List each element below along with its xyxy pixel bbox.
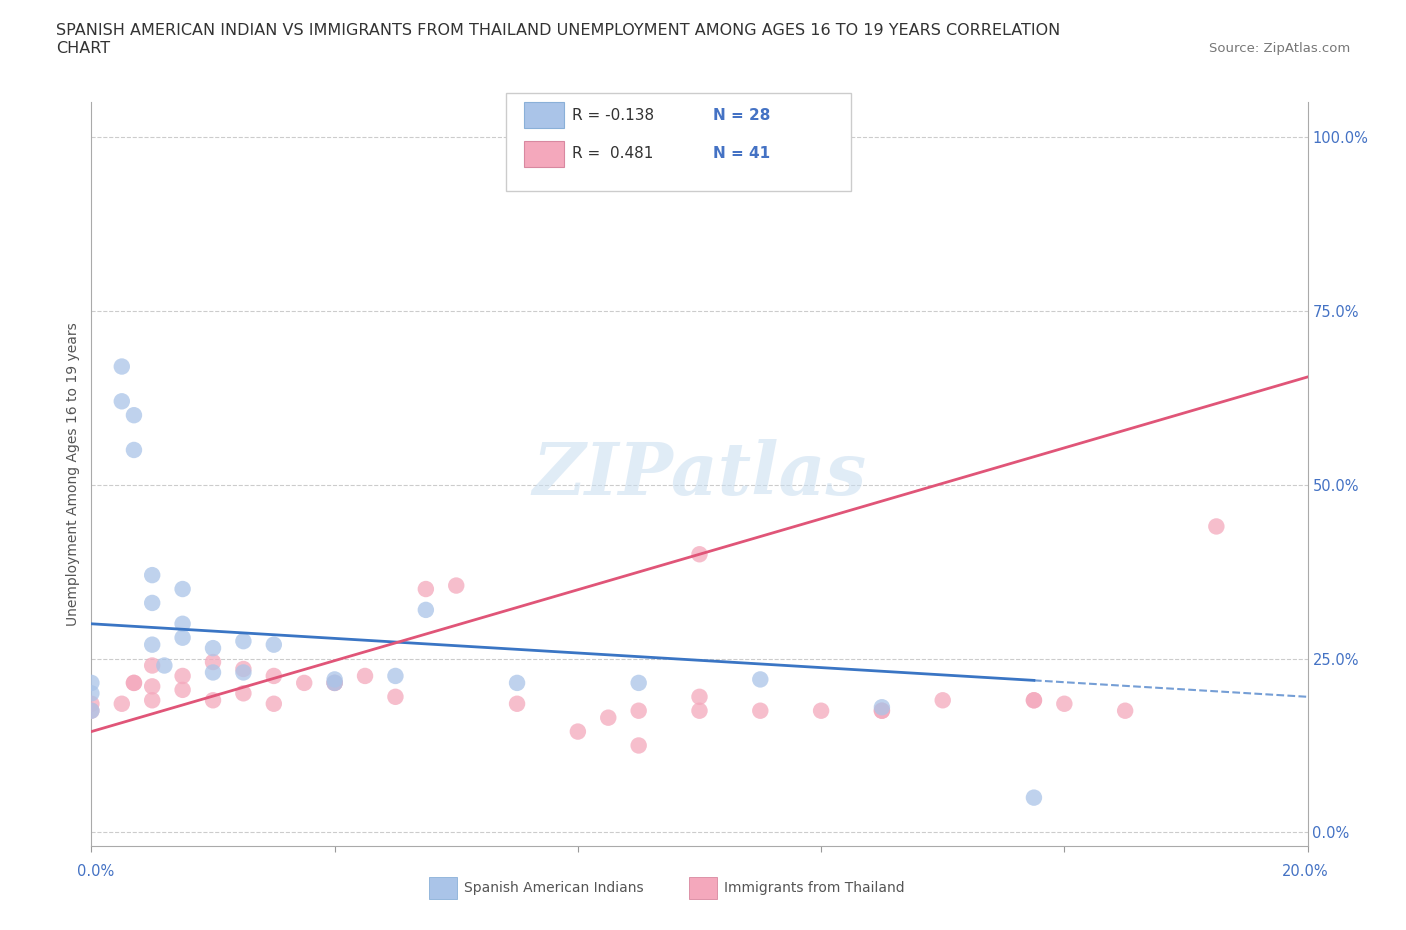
Point xyxy=(232,633,254,648)
Point xyxy=(688,703,710,718)
Point xyxy=(1022,790,1045,805)
Point xyxy=(688,689,710,704)
Point xyxy=(202,693,225,708)
Point xyxy=(627,675,650,690)
Text: 20.0%: 20.0% xyxy=(1281,864,1329,879)
Point xyxy=(384,689,406,704)
Point xyxy=(80,697,103,711)
Point xyxy=(172,669,194,684)
Point xyxy=(141,679,163,694)
Point xyxy=(232,665,254,680)
Point xyxy=(80,703,103,718)
Point xyxy=(141,658,163,673)
Point xyxy=(1022,693,1045,708)
Point xyxy=(122,407,145,422)
Point xyxy=(232,686,254,701)
Point xyxy=(292,675,315,690)
Point xyxy=(1022,693,1045,708)
Text: R = -0.138: R = -0.138 xyxy=(572,108,654,123)
Point xyxy=(1114,703,1136,718)
Point xyxy=(122,675,145,690)
Text: ZIPatlas: ZIPatlas xyxy=(533,439,866,510)
Point xyxy=(627,703,650,718)
Point xyxy=(384,669,406,684)
Point xyxy=(323,675,346,690)
Point xyxy=(627,738,650,753)
Point xyxy=(263,669,285,684)
Point xyxy=(1053,697,1076,711)
Point xyxy=(323,672,346,687)
Point xyxy=(141,567,163,582)
Text: Immigrants from Thailand: Immigrants from Thailand xyxy=(724,881,904,896)
Point xyxy=(202,665,225,680)
Point xyxy=(415,581,437,596)
Text: Spanish American Indians: Spanish American Indians xyxy=(464,881,644,896)
Y-axis label: Unemployment Among Ages 16 to 19 years: Unemployment Among Ages 16 to 19 years xyxy=(66,323,80,626)
Point xyxy=(232,661,254,676)
Point xyxy=(506,675,529,690)
Point xyxy=(870,703,893,718)
Point xyxy=(141,595,163,610)
Point xyxy=(141,693,163,708)
Point xyxy=(111,393,134,408)
Point xyxy=(870,699,893,714)
Point xyxy=(749,703,772,718)
Text: SPANISH AMERICAN INDIAN VS IMMIGRANTS FROM THAILAND UNEMPLOYMENT AMONG AGES 16 T: SPANISH AMERICAN INDIAN VS IMMIGRANTS FR… xyxy=(56,23,1060,56)
Point xyxy=(122,675,145,690)
Point xyxy=(80,686,103,701)
Point xyxy=(80,703,103,718)
Point xyxy=(415,603,437,618)
Point xyxy=(202,641,225,656)
Point xyxy=(444,578,467,593)
Text: Source: ZipAtlas.com: Source: ZipAtlas.com xyxy=(1209,42,1350,55)
Point xyxy=(567,724,589,739)
Point xyxy=(323,675,346,690)
Point xyxy=(122,443,145,458)
Text: 0.0%: 0.0% xyxy=(77,864,114,879)
Point xyxy=(1205,519,1227,534)
Point xyxy=(263,637,285,652)
Point xyxy=(506,697,529,711)
Point xyxy=(598,711,620,725)
Point xyxy=(111,359,134,374)
Point xyxy=(172,683,194,698)
Point xyxy=(810,703,832,718)
Point xyxy=(202,655,225,670)
Point xyxy=(323,675,346,690)
Point xyxy=(870,703,893,718)
Point xyxy=(354,669,377,684)
Point xyxy=(172,617,194,631)
Point xyxy=(749,672,772,687)
Point xyxy=(153,658,176,673)
Point xyxy=(931,693,953,708)
Point xyxy=(141,637,163,652)
Point xyxy=(172,631,194,645)
Point xyxy=(263,697,285,711)
Point xyxy=(80,675,103,690)
Text: N = 28: N = 28 xyxy=(713,108,770,123)
Text: R =  0.481: R = 0.481 xyxy=(572,146,654,161)
Point xyxy=(688,547,710,562)
Text: N = 41: N = 41 xyxy=(713,146,770,161)
Point xyxy=(172,581,194,596)
Point xyxy=(111,697,134,711)
